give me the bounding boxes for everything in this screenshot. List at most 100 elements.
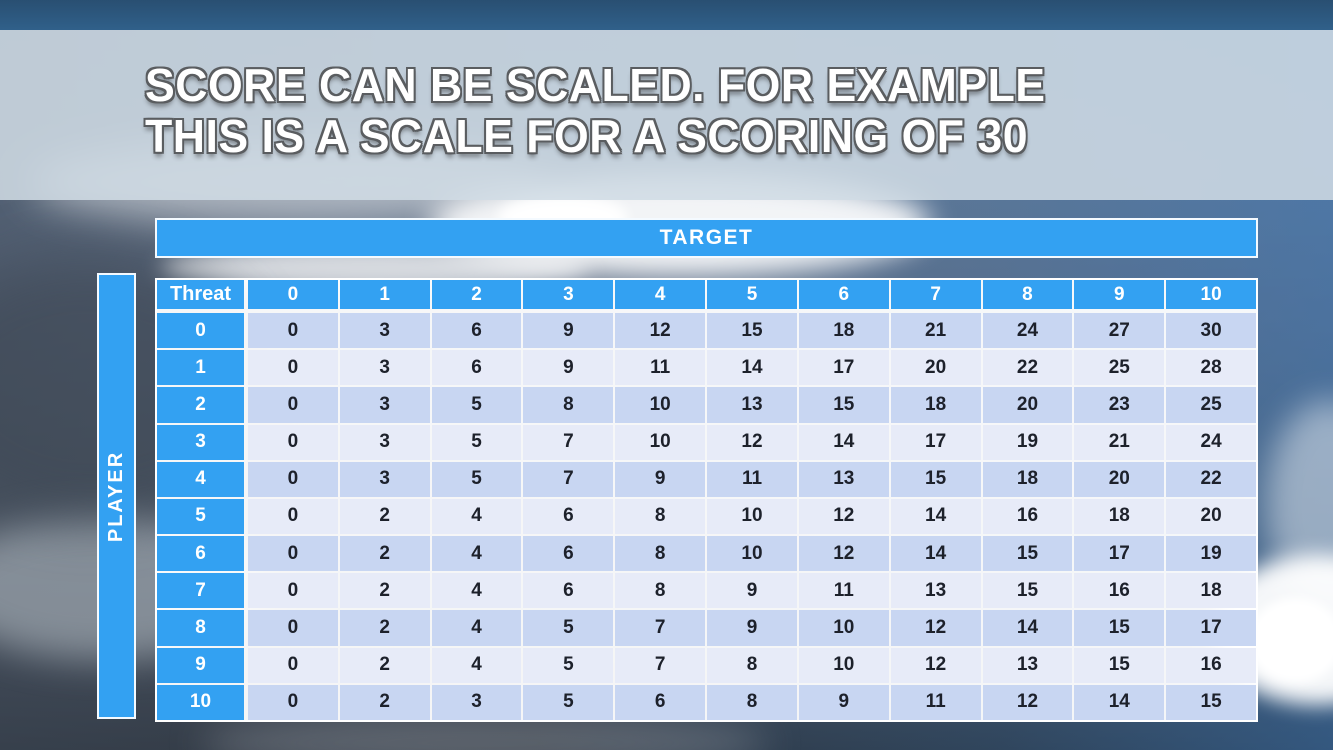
target-header-bar: TARGET	[155, 218, 1258, 258]
player-row-header: 3	[157, 424, 244, 460]
score-cell: 6	[431, 313, 522, 349]
player-row-header: 7	[157, 573, 244, 609]
target-col-header: 5	[707, 280, 797, 309]
score-cell: 5	[523, 684, 614, 720]
score-cell: 4	[431, 573, 522, 609]
player-header-bar: PLAYER	[97, 273, 136, 719]
score-cell: 17	[1166, 610, 1256, 646]
score-cell: 18	[982, 461, 1073, 497]
player-row-header: 6	[157, 536, 244, 572]
score-cell: 2	[339, 647, 430, 683]
threat-corner-header: Threat	[157, 280, 244, 309]
score-cell: 0	[248, 573, 338, 609]
score-cell: 12	[707, 424, 797, 460]
score-table: Threat 0 1 2 3 4 5 6 7 8 9 10 0 0 3 6 9 12 15 18 21 24 27 30 1 0…	[155, 278, 1258, 722]
score-cell: 12	[890, 647, 981, 683]
target-col-header: 3	[523, 280, 614, 309]
score-cell: 18	[1166, 573, 1256, 609]
target-col-header: 7	[890, 280, 981, 309]
score-cell: 5	[431, 424, 522, 460]
score-cell: 15	[982, 573, 1073, 609]
score-cell: 10	[798, 647, 889, 683]
score-cell: 21	[1074, 424, 1165, 460]
score-cell: 28	[1166, 350, 1256, 386]
score-cell: 10	[615, 424, 706, 460]
score-cell: 27	[1074, 313, 1165, 349]
score-cell: 14	[707, 350, 797, 386]
score-cell: 6	[431, 350, 522, 386]
score-cell: 6	[615, 684, 706, 720]
target-col-header: 2	[431, 280, 522, 309]
score-cell: 6	[523, 498, 614, 535]
target-col-header: 10	[1166, 280, 1256, 309]
score-cell: 4	[431, 498, 522, 535]
score-cell: 13	[982, 647, 1073, 683]
score-cell: 14	[890, 536, 981, 572]
score-cell: 20	[1166, 498, 1256, 535]
score-cell: 5	[523, 610, 614, 646]
score-cell: 7	[523, 424, 614, 460]
score-cell: 10	[707, 498, 797, 535]
score-cell: 12	[890, 610, 981, 646]
score-cell: 3	[339, 424, 430, 460]
target-header-label: TARGET	[659, 226, 754, 249]
score-cell: 8	[615, 536, 706, 572]
score-cell: 6	[523, 536, 614, 572]
score-cell: 22	[1166, 461, 1256, 497]
target-col-header: 4	[615, 280, 706, 309]
score-cell: 13	[707, 387, 797, 423]
score-cell: 16	[982, 498, 1073, 535]
score-cell: 19	[982, 424, 1073, 460]
score-cell: 0	[248, 387, 338, 423]
score-cell: 2	[339, 536, 430, 572]
score-cell: 2	[339, 573, 430, 609]
score-cell: 13	[890, 573, 981, 609]
top-strip	[0, 0, 1333, 30]
score-cell: 11	[615, 350, 706, 386]
player-header-label: PLAYER	[105, 450, 128, 542]
score-cell: 30	[1166, 313, 1256, 349]
score-cell: 9	[523, 313, 614, 349]
slide-title-line1: SCORE CAN BE SCALED. FOR EXAMPLE	[145, 59, 1046, 111]
score-cell: 10	[707, 536, 797, 572]
cloud-decoration	[1248, 598, 1333, 683]
score-cell: 16	[1166, 647, 1256, 683]
target-col-header: 8	[982, 280, 1073, 309]
score-cell: 7	[615, 610, 706, 646]
score-cell: 0	[248, 536, 338, 572]
score-cell: 9	[707, 610, 797, 646]
cloud-decoration	[1265, 400, 1333, 610]
score-cell: 10	[615, 387, 706, 423]
player-row-header: 5	[157, 498, 244, 535]
score-cell: 5	[431, 387, 522, 423]
score-cell: 18	[1074, 498, 1165, 535]
slide-title-line2: THIS IS A SCALE FOR A SCORING OF 30	[145, 110, 1029, 162]
score-cell: 8	[707, 647, 797, 683]
score-cell: 3	[339, 461, 430, 497]
score-cell: 14	[890, 498, 981, 535]
target-col-header: 0	[248, 280, 338, 309]
player-row-header: 9	[157, 647, 244, 683]
score-cell: 0	[248, 424, 338, 460]
score-cell: 2	[339, 498, 430, 535]
score-cell: 2	[339, 684, 430, 720]
score-cell: 25	[1166, 387, 1256, 423]
score-cell: 22	[982, 350, 1073, 386]
score-cell: 15	[1074, 610, 1165, 646]
player-row-header: 1	[157, 350, 244, 386]
score-cell: 12	[798, 498, 889, 535]
score-cell: 12	[798, 536, 889, 572]
player-row-header: 10	[157, 684, 244, 720]
score-cell: 16	[1074, 573, 1165, 609]
score-cell: 14	[1074, 684, 1165, 720]
score-cell: 9	[707, 573, 797, 609]
score-cell: 20	[1074, 461, 1165, 497]
score-cell: 18	[798, 313, 889, 349]
score-cell: 8	[523, 387, 614, 423]
score-cell: 20	[982, 387, 1073, 423]
target-col-header: 1	[339, 280, 430, 309]
score-cell: 17	[890, 424, 981, 460]
score-cell: 15	[890, 461, 981, 497]
target-col-header: 6	[798, 280, 889, 309]
